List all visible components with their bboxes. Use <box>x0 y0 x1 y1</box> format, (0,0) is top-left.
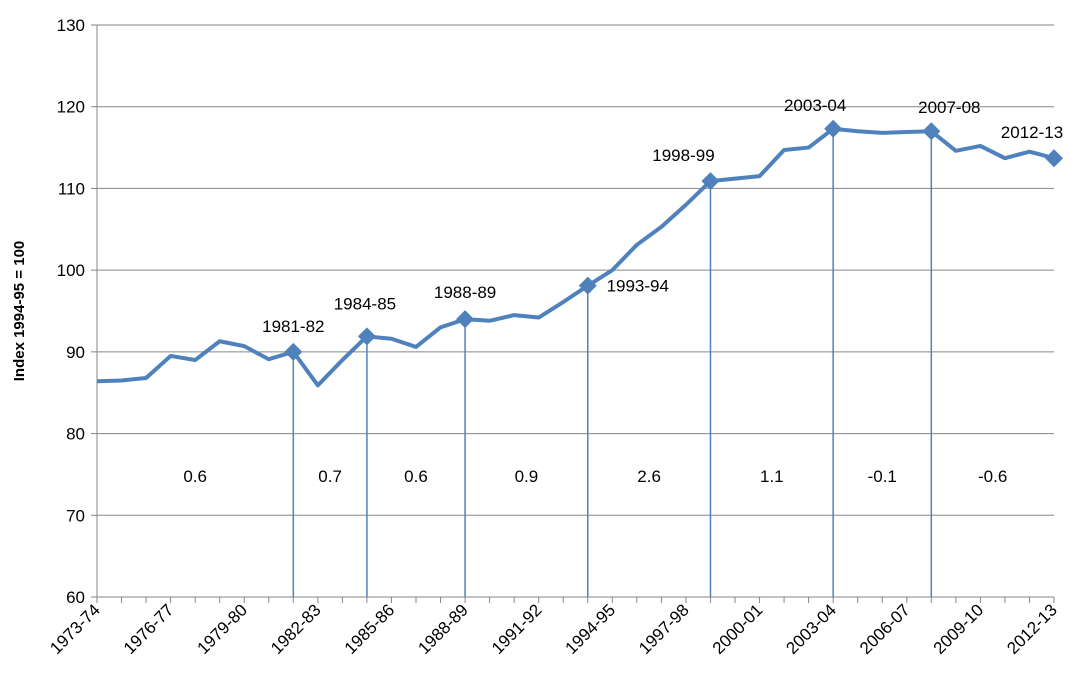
x-tick-label: 1973-74 <box>46 600 104 658</box>
marker <box>701 172 720 191</box>
marker-label: 1993-94 <box>607 277 669 296</box>
marker <box>357 327 376 346</box>
x-tick-label: 2000-01 <box>709 600 767 658</box>
y-tick-label: 90 <box>66 343 85 362</box>
marker-label: 2012-13 <box>1001 123 1063 142</box>
series-line <box>96 126 1055 388</box>
marker <box>456 310 475 329</box>
x-tick-label: 2003-04 <box>782 600 840 658</box>
y-tick-label: 100 <box>57 261 85 280</box>
x-tick-label: 2012-13 <box>1003 600 1061 658</box>
x-tick-label: 1982-83 <box>267 600 325 658</box>
y-tick-label: 120 <box>57 98 85 117</box>
y-tick-label: 70 <box>66 506 85 525</box>
marker-label: 2003-04 <box>784 96 846 115</box>
x-tick-label: 1997-98 <box>635 600 693 658</box>
marker <box>824 119 843 138</box>
x-tick-label: 1979-80 <box>194 600 252 658</box>
y-axis-label: Index 1994-95 = 100 <box>11 241 28 382</box>
period-growth-label: -0.1 <box>868 467 897 486</box>
period-growth-label: 0.7 <box>318 467 342 486</box>
marker-label: 1988-89 <box>434 283 496 302</box>
x-tick-label: 1994-95 <box>562 600 620 658</box>
x-tick-label: 1991-92 <box>488 600 546 658</box>
marker-label: 1981-82 <box>262 317 324 336</box>
y-tick-label: 130 <box>57 16 85 35</box>
x-tick-label: 2009-10 <box>930 600 988 658</box>
y-tick-label: 80 <box>66 425 85 444</box>
period-growth-label: 2.6 <box>637 467 661 486</box>
y-tick-label: 60 <box>66 588 85 607</box>
marker-label: 1998-99 <box>652 146 714 165</box>
x-tick-label: 1985-86 <box>341 600 399 658</box>
marker-label: 1984-85 <box>334 294 396 313</box>
x-tick-label: 1976-77 <box>120 600 178 658</box>
marker <box>1045 149 1063 168</box>
x-tick-label: 1988-89 <box>414 600 472 658</box>
marker <box>284 342 303 361</box>
marker <box>922 122 941 141</box>
period-growth-label: 0.9 <box>515 467 539 486</box>
marker <box>578 276 597 295</box>
x-tick-label: 2006-07 <box>856 600 914 658</box>
period-growth-label: -0.6 <box>978 467 1007 486</box>
period-growth-label: 0.6 <box>404 467 428 486</box>
marker-label: 2007-08 <box>918 98 980 117</box>
period-growth-label: 0.6 <box>183 467 207 486</box>
period-growth-label: 1.1 <box>760 467 784 486</box>
y-tick-label: 110 <box>58 179 85 198</box>
